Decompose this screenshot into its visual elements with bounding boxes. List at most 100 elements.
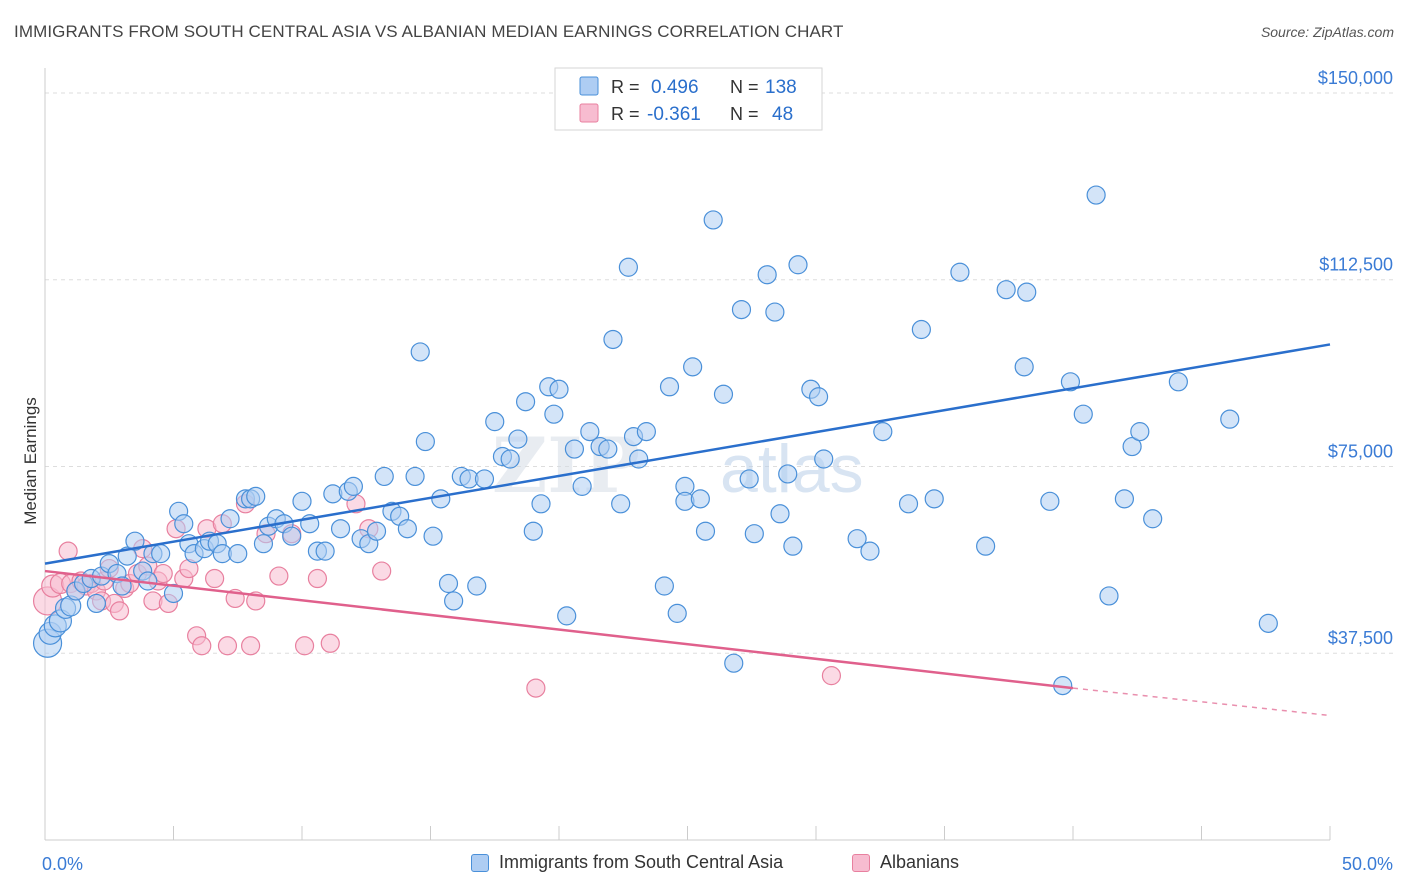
data-point-south-central-asia [580, 422, 600, 442]
data-point-south-central-asia [523, 521, 543, 541]
data-point-south-central-asia [976, 536, 996, 556]
data-point-south-central-asia [1014, 357, 1034, 377]
data-point-south-central-asia [1143, 509, 1163, 529]
y-tick-labels: $37,500 $75,000 $112,500 $150,000 [1318, 68, 1393, 648]
data-point-south-central-asia [724, 653, 744, 673]
data-point-south-central-asia [996, 280, 1016, 300]
bottom-legend-label-pink: Albanians [880, 852, 960, 872]
legend-swatch-pink [579, 103, 599, 123]
data-point-south-central-asia [557, 606, 577, 626]
data-point-south-central-asia [397, 519, 417, 539]
trend-line-south-central-asia [44, 343, 1331, 565]
data-point-south-central-asia [618, 257, 638, 277]
data-point-south-central-asia [315, 541, 335, 561]
data-point-south-central-asia [847, 529, 867, 549]
bottom-legend: Immigrants from South Central Asia Alban… [0, 852, 1406, 876]
data-point-south-central-asia [713, 384, 734, 404]
data-point-albanians [821, 666, 842, 686]
data-point-south-central-asia [410, 342, 430, 362]
data-point-south-central-asia [778, 464, 798, 484]
legend-n-value-pink: 48 [772, 104, 793, 125]
data-point-south-central-asia [444, 591, 464, 611]
data-point-south-central-asia [765, 302, 785, 322]
series-south-central-asia-points [32, 185, 1278, 696]
data-point-south-central-asia [636, 422, 656, 442]
x-tick-label-max: 50.0% [1342, 854, 1393, 874]
data-point-albanians [307, 568, 328, 589]
data-point-south-central-asia [151, 544, 171, 564]
data-point-south-central-asia [292, 491, 312, 511]
data-point-south-central-asia [654, 576, 674, 596]
bottom-legend-item-south-central-asia: Immigrants from South Central Asia [471, 852, 783, 873]
data-point-south-central-asia [703, 210, 723, 230]
data-point-south-central-asia [1122, 436, 1142, 457]
data-point-south-central-asia [253, 534, 274, 554]
data-point-south-central-asia [611, 494, 631, 514]
data-point-albanians [109, 601, 130, 621]
axes [44, 68, 1331, 841]
data-point-south-central-asia [783, 536, 803, 556]
grid-lines [45, 92, 1395, 654]
trend-line-albanians [44, 569, 1074, 690]
data-point-south-central-asia [898, 494, 919, 514]
data-point-south-central-asia [438, 573, 459, 594]
data-point-south-central-asia [1017, 282, 1037, 302]
data-point-south-central-asia [911, 319, 931, 340]
series-albanians-points [32, 494, 842, 698]
data-point-south-central-asia [603, 329, 623, 350]
data-point-albanians [205, 568, 225, 589]
y-axis-label: Median Earnings [21, 397, 40, 525]
data-point-albanians [153, 563, 173, 584]
data-point-south-central-asia [117, 546, 137, 566]
data-point-south-central-asia [1220, 409, 1240, 429]
data-point-south-central-asia [814, 449, 834, 469]
y-tick-label: $112,500 [1319, 255, 1393, 275]
data-point-south-central-asia [808, 387, 829, 407]
data-point-south-central-asia [125, 531, 145, 551]
data-point-south-central-asia [924, 489, 944, 509]
data-point-south-central-asia [246, 486, 266, 506]
data-point-south-central-asia [474, 469, 495, 489]
data-point-south-central-asia [1168, 372, 1188, 392]
data-point-south-central-asia [500, 449, 520, 469]
x-tick-label-min: 0.0% [42, 854, 83, 874]
data-point-south-central-asia [683, 357, 703, 377]
bottom-legend-swatch-pink [852, 853, 870, 872]
data-point-south-central-asia [564, 439, 585, 459]
data-point-south-central-asia [1130, 422, 1150, 442]
data-point-south-central-asia [508, 429, 528, 449]
data-point-albanians [320, 633, 340, 653]
legend-r-value-pink: -0.361 [647, 104, 701, 125]
data-point-south-central-asia [86, 593, 107, 614]
trend-line-albanians-extension [1072, 687, 1331, 717]
legend-r-label-blue: R = [611, 77, 640, 97]
data-point-south-central-asia [174, 514, 194, 534]
data-point-south-central-asia [770, 504, 790, 524]
data-point-albanians [269, 566, 289, 586]
data-point-south-central-asia [788, 255, 808, 275]
data-point-south-central-asia [659, 377, 680, 397]
data-point-south-central-asia [690, 489, 710, 509]
bottom-legend-label-blue: Immigrants from South Central Asia [499, 852, 784, 872]
data-point-south-central-asia [531, 494, 551, 514]
data-point-south-central-asia [366, 521, 387, 541]
data-point-south-central-asia [1040, 491, 1060, 511]
data-point-south-central-asia [282, 526, 302, 546]
data-point-south-central-asia [544, 404, 564, 424]
data-point-albanians [217, 636, 238, 656]
bottom-legend-item-albanians: Albanians [852, 852, 959, 873]
data-point-south-central-asia [1099, 586, 1119, 606]
data-point-albanians [241, 636, 261, 656]
legend-frame [554, 67, 823, 131]
legend-swatch-blue [579, 76, 599, 96]
data-point-south-central-asia [405, 466, 425, 487]
data-point-south-central-asia [695, 521, 716, 541]
data-point-south-central-asia [860, 541, 880, 561]
data-point-south-central-asia [1114, 489, 1135, 509]
data-point-south-central-asia [950, 262, 970, 282]
legend-r-value-blue: 0.496 [651, 77, 699, 98]
data-point-south-central-asia [1086, 185, 1106, 205]
data-point-south-central-asia [228, 544, 248, 564]
correlation-legend: R = 0.496 N = 138 R = -0.361 N = 48 [554, 67, 823, 131]
